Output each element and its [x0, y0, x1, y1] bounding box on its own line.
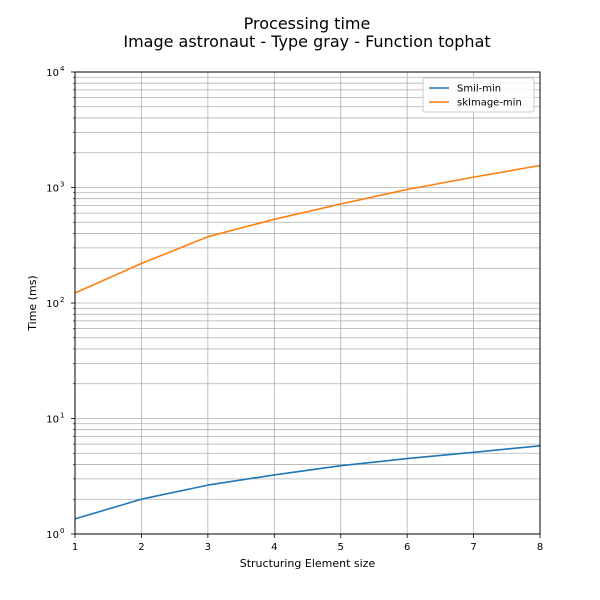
legend-label: skImage-min: [457, 98, 522, 109]
x-tick-label: 3: [205, 542, 211, 553]
x-tick-label: 4: [271, 542, 277, 553]
x-axis-label: Structuring Element size: [240, 557, 376, 570]
y-tick-exponent: 0: [60, 527, 64, 535]
grid-lines: [74, 71, 541, 535]
y-tick-label: 10: [46, 184, 59, 195]
y-axis-label: Time (ms): [26, 275, 39, 331]
x-tick-label: 7: [470, 542, 476, 553]
x-tick-label: 1: [72, 542, 78, 553]
x-axis-ticks: 1 2 3 4 5 6 7 8: [72, 534, 543, 553]
chart-subtitle: Image astronaut - Type gray - Function t…: [123, 32, 490, 51]
y-tick-label: 10: [46, 530, 59, 541]
legend-box: [422, 77, 535, 113]
y-tick-exponent: 2: [60, 296, 64, 304]
chart-title: Processing time: [244, 14, 371, 33]
y-tick-exponent: 3: [60, 181, 64, 189]
x-tick-label: 8: [537, 542, 543, 553]
y-tick-label: 10: [46, 68, 59, 79]
legend: Smil-min skImage-min: [422, 77, 535, 113]
series-lines: [74, 164, 541, 520]
x-tick-label: 2: [138, 542, 144, 553]
y-tick-exponent: 4: [60, 65, 65, 73]
y-tick-exponent: 1: [60, 412, 64, 420]
y-tick-label: 10: [46, 415, 59, 426]
series-line-smil-min: [74, 445, 541, 520]
x-tick-label: 6: [404, 542, 410, 553]
y-tick-label: 10: [46, 299, 59, 310]
legend-label: Smil-min: [457, 84, 501, 95]
x-tick-label: 5: [338, 542, 344, 553]
series-line-skimage-min: [74, 164, 541, 294]
